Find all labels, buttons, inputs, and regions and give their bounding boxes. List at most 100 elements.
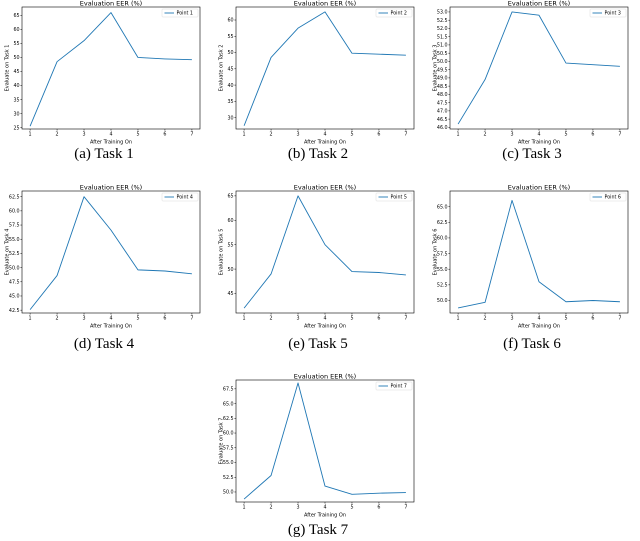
line-chart: Evaluation EER (%)1 2 3 4 5 6 730354045505560A… xyxy=(219,0,415,146)
x-tick-label: 2 xyxy=(56,132,59,138)
y-tick-label: 50.0 xyxy=(437,59,448,65)
chart-panel-task-2: Evaluation EER (%) 1 2 3 4 5 6 7 30 35 40 45 50 55 60 A… xyxy=(218,0,418,150)
x-tick-label: 3 xyxy=(82,132,85,138)
legend-box xyxy=(375,192,413,202)
y-tick-label: 52.5 xyxy=(223,475,234,481)
x-tick-label: 1 xyxy=(457,316,460,322)
caption-task-1: (a) Task 1 xyxy=(74,146,134,162)
y-tick-label: 47.5 xyxy=(9,279,20,285)
y-tick-label: 57.5 xyxy=(437,251,448,257)
x-tick-label: 2 xyxy=(270,505,273,511)
y-tick-label: 55 xyxy=(227,34,233,40)
series-line xyxy=(243,382,406,500)
x-tick-label: 6 xyxy=(377,316,380,322)
y-tick-label: 48.5 xyxy=(437,84,448,90)
x-tick-label: 4 xyxy=(323,505,326,511)
x-axis-label: After Training On xyxy=(90,140,132,146)
x-tick-label: 7 xyxy=(190,316,193,322)
x-axis-label: After Training On xyxy=(304,140,346,146)
y-tick-label: 60 xyxy=(13,27,19,33)
x-tick-label: 7 xyxy=(404,316,407,322)
line-chart: Evaluation EER (%)1 2 3 4 5 6 7253035404550556… xyxy=(5,0,201,146)
y-tick-label: 55.0 xyxy=(9,237,20,243)
y-tick-label: 50 xyxy=(227,50,233,56)
x-tick-label: 4 xyxy=(109,316,112,322)
series-line xyxy=(243,11,406,126)
x-tick-label: 1 xyxy=(243,132,246,138)
y-tick-label: 48.0 xyxy=(437,92,448,98)
x-axis-label: After Training On xyxy=(304,324,346,330)
x-tick-label: 1 xyxy=(457,132,460,138)
y-axis-label: Evaluate on Task 2 xyxy=(219,45,225,92)
x-tick-label: 6 xyxy=(591,316,594,322)
y-tick-label: 42.5 xyxy=(9,308,20,314)
y-tick-label: 25 xyxy=(13,125,19,131)
caption-task-3: (c) Task 3 xyxy=(502,146,562,162)
chart-title: Evaluation EER (%) xyxy=(294,0,356,8)
legend-label: Point 4 xyxy=(177,195,194,201)
y-tick-label: 60.0 xyxy=(223,431,234,437)
y-tick-label: 51.0 xyxy=(437,43,448,49)
y-tick-label: 45 xyxy=(227,67,233,73)
x-tick-label: 7 xyxy=(618,132,621,138)
y-tick-label: 62.5 xyxy=(9,194,20,200)
x-tick-label: 1 xyxy=(29,316,32,322)
y-tick-label: 45 xyxy=(13,69,19,75)
x-tick-label: 5 xyxy=(564,132,567,138)
legend-label: Point 1 xyxy=(177,11,194,17)
y-tick-label: 62.5 xyxy=(437,220,448,226)
x-tick-label: 4 xyxy=(323,132,326,138)
legend-label: Point 7 xyxy=(391,384,408,390)
series-line xyxy=(243,195,406,309)
y-axis-label: Evaluate on Task 3 xyxy=(433,45,439,92)
y-tick-label: 46.0 xyxy=(437,125,448,131)
x-tick-label: 3 xyxy=(82,316,85,322)
y-tick-label: 55 xyxy=(13,41,19,47)
chart-panel-task-6: Evaluation EER (%) 1 2 3 4 5 6 7 50.0 52.5 55.0 57.… xyxy=(432,184,632,334)
x-tick-label: 6 xyxy=(591,132,594,138)
x-tick-label: 3 xyxy=(510,316,513,322)
y-tick-label: 62.5 xyxy=(223,416,234,422)
y-tick-label: 50 xyxy=(227,267,233,273)
y-tick-label: 65.0 xyxy=(223,401,234,407)
y-tick-label: 55.0 xyxy=(437,267,448,273)
y-tick-label: 51.5 xyxy=(437,34,448,40)
x-tick-label: 1 xyxy=(243,505,246,511)
caption-task-6: (f) Task 6 xyxy=(503,336,561,352)
chart-title: Evaluation EER (%) xyxy=(80,184,142,192)
line-chart: Evaluation EER (%)1 2 3 4 5 6 74550556065After… xyxy=(219,184,415,330)
y-axis-label: Evaluate on Task 1 xyxy=(5,45,11,92)
plot-frame xyxy=(235,379,415,503)
y-tick-label: 50.0 xyxy=(437,298,448,304)
y-tick-label: 45.0 xyxy=(9,294,20,300)
line-chart: Evaluation EER (%) 1 2 3 4 5 6 7 50.0 52.5 55.0 57.… xyxy=(219,373,415,519)
y-tick-label: 67.5 xyxy=(223,387,234,393)
y-tick-label: 60 xyxy=(227,218,233,224)
legend-box xyxy=(375,8,413,18)
chart-title: Evaluation EER (%) xyxy=(80,0,142,8)
legend-box xyxy=(161,8,199,18)
y-axis-label: Evaluate on Task 5 xyxy=(219,229,225,276)
y-axis-label: Evaluate on Task 6 xyxy=(433,229,439,276)
x-tick-label: 3 xyxy=(296,132,299,138)
x-tick-label: 5 xyxy=(350,132,353,138)
x-tick-label: 6 xyxy=(163,132,166,138)
x-tick-label: 7 xyxy=(404,505,407,511)
y-tick-label: 47.0 xyxy=(437,109,448,115)
plot-frame xyxy=(235,190,415,314)
x-tick-label: 4 xyxy=(537,316,540,322)
x-tick-label: 6 xyxy=(377,505,380,511)
x-tick-label: 2 xyxy=(484,316,487,322)
y-tick-label: 47.5 xyxy=(437,100,448,106)
y-tick-label: 49.5 xyxy=(437,67,448,73)
x-tick-label: 5 xyxy=(350,316,353,322)
legend-label: Point 3 xyxy=(605,11,622,17)
legend-label: Point 5 xyxy=(391,195,408,201)
series-line xyxy=(29,196,192,310)
plot-frame xyxy=(21,190,201,314)
y-tick-label: 45 xyxy=(227,291,233,297)
legend-label: Point 2 xyxy=(391,11,408,17)
legend-box xyxy=(375,381,413,391)
chart-title: Evaluation EER (%) xyxy=(508,184,570,192)
caption-task-5: (e) Task 5 xyxy=(288,336,348,352)
